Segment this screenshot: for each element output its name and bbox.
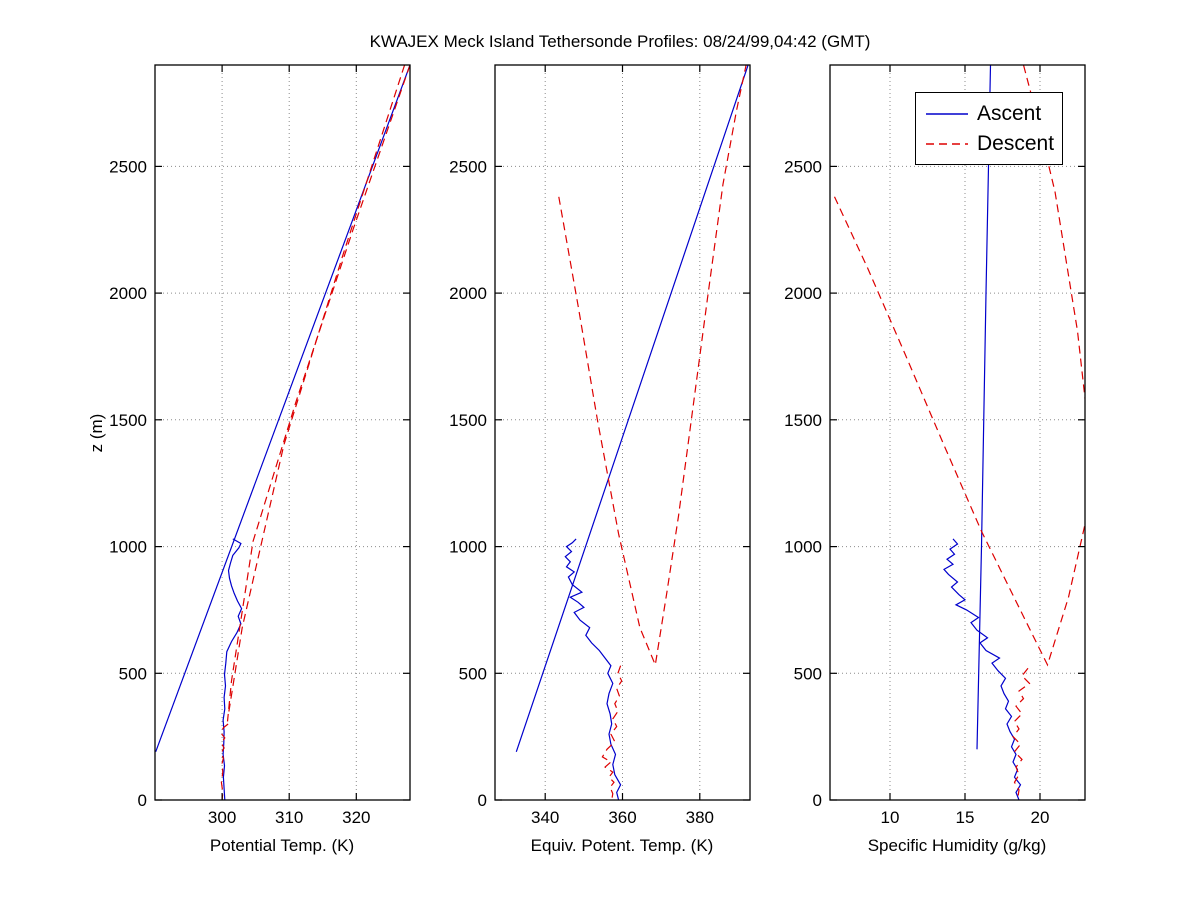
x-tick-label: 20 [1031,808,1050,827]
series-descent [220,723,229,800]
series-ascent [564,538,622,800]
x-tick-label: 380 [686,808,714,827]
yaxis-label-z: z (m) [87,413,106,453]
chart-title: KWAJEX Meck Island Tethersonde Profiles:… [369,32,871,51]
series-descent [601,665,623,800]
series-descent [558,65,747,668]
y-tick-label: 0 [138,791,147,810]
series-descent [833,65,1085,667]
series-ascent [943,538,1022,800]
x-tick-label: 15 [956,808,975,827]
y-tick-label: 2500 [784,157,822,176]
ascent-line-icon [926,112,968,115]
legend-item-descent: Descent [926,132,1055,155]
subplot-1: 340 360 380 0 500 1000 1500 2000 2500 [449,64,751,827]
x-tick-label: 320 [342,808,370,827]
y-tick-label: 2500 [109,157,147,176]
y-tick-label: 0 [813,791,822,810]
legend-item-ascent: Ascent [926,102,1052,125]
y-tick-label: 2000 [449,284,487,303]
x-tick-label: 10 [881,808,900,827]
xaxis-label-specific-humidity: Specific Humidity (g/kg) [867,836,1047,855]
series-descent [227,65,406,717]
series-ascent [976,65,992,750]
x-tick-label: 360 [608,808,636,827]
x-tick-label: 310 [275,808,303,827]
legend-label-descent: Descent [977,132,1055,155]
y-tick-label: 500 [459,664,487,683]
series-ascent [155,65,410,753]
x-tick-label: 340 [531,808,559,827]
x-tick-label: 300 [208,808,236,827]
y-tick-label: 0 [478,791,487,810]
y-tick-label: 1500 [449,411,487,430]
axes-box [829,64,1086,801]
y-tick-label: 1500 [784,411,822,430]
subplot-0: 300 310 320 0 500 1000 1500 2000 2500 [109,64,411,827]
y-tick-label: 2000 [109,284,147,303]
series-descent [226,65,410,722]
xaxis-label-equiv-potent-temp: Equiv. Potent. Temp. (K) [530,836,714,855]
y-tick-label: 1000 [784,538,822,557]
subplot-2: 10 15 20 0 500 1000 1500 2000 2500 [784,64,1086,827]
series-ascent [222,538,243,800]
series-descent [1012,667,1031,800]
legend: Ascent Descent [915,92,1063,165]
y-tick-label: 2000 [784,284,822,303]
xaxis-label-potential-temp: Potential Temp. (K) [209,836,355,855]
y-tick-label: 1500 [109,411,147,430]
y-tick-label: 1000 [449,538,487,557]
y-tick-label: 1000 [109,538,147,557]
y-tick-label: 500 [794,664,822,683]
legend-label-ascent: Ascent [977,102,1042,125]
y-tick-label: 500 [119,664,147,683]
descent-line-icon [926,142,968,145]
axes-box [154,64,411,801]
series-ascent [515,65,749,752]
y-tick-label: 2500 [449,157,487,176]
